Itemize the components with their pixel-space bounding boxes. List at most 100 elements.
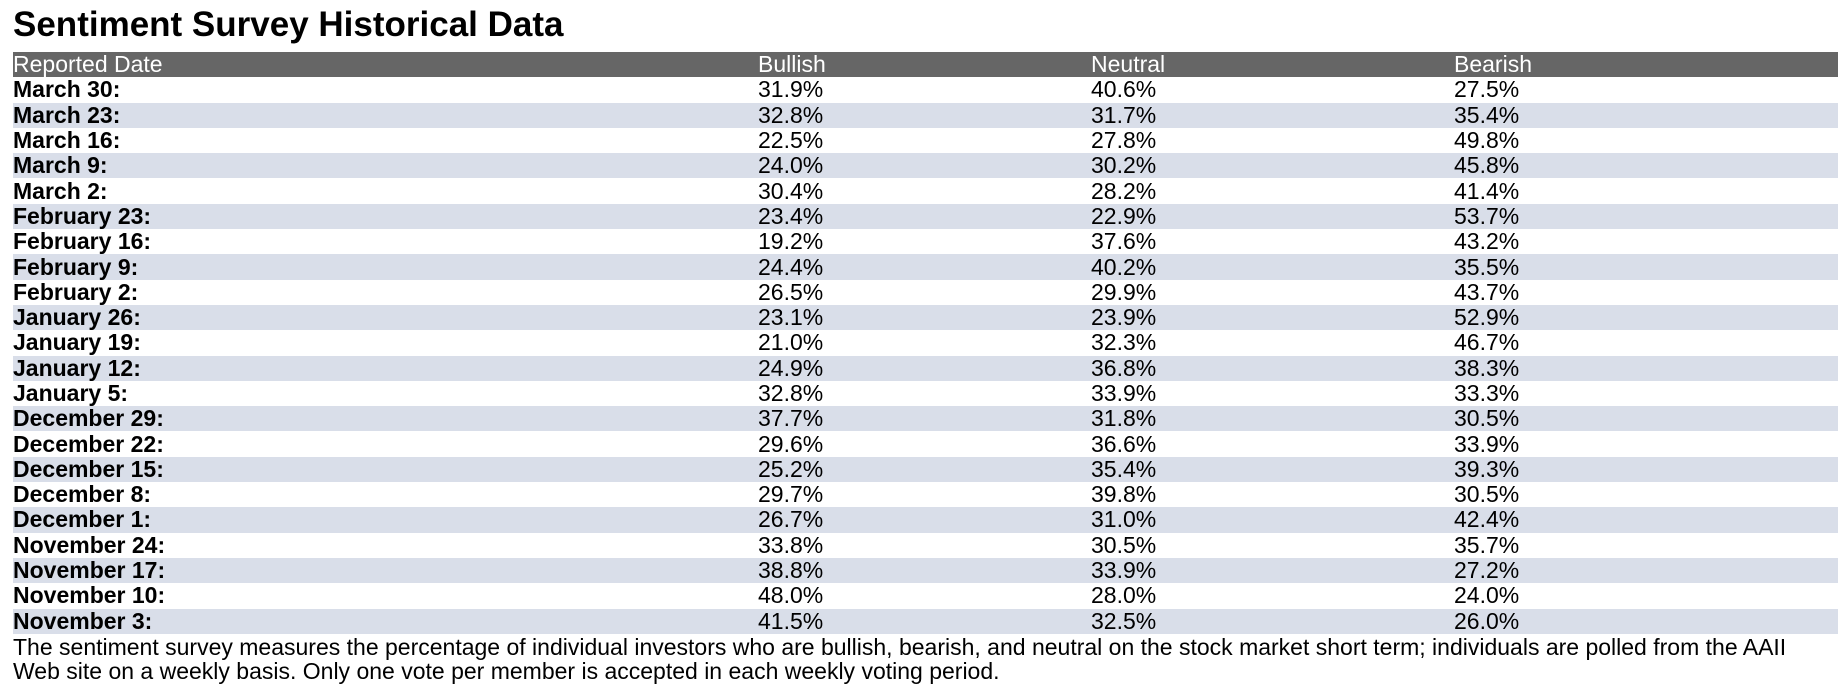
cell-bearish: 49.8% (1454, 127, 1838, 154)
cell-bullish: 38.8% (758, 557, 1091, 584)
cell-date: January 5: (13, 380, 758, 407)
cell-date: March 9: (13, 153, 758, 179)
cell-neutral: 36.8% (1091, 355, 1454, 381)
sentiment-table: Reported Date Bullish Neutral Bearish Ma… (13, 52, 1838, 634)
cell-bearish: 27.2% (1454, 557, 1838, 584)
cell-date: December 8: (13, 482, 758, 508)
table-row: December 15: 25.2% 35.4% 39.3% (13, 456, 1838, 483)
cell-neutral: 23.9% (1091, 304, 1454, 331)
header-bearish: Bearish (1454, 52, 1838, 78)
table-row: January 12: 24.9% 36.8% 38.3% (13, 355, 1838, 381)
cell-date: February 16: (13, 229, 758, 255)
cell-bullish: 24.9% (758, 355, 1091, 381)
cell-date: November 3: (13, 608, 758, 634)
table-row: February 16: 19.2% 37.6% 43.2% (13, 229, 1838, 255)
cell-bearish: 53.7% (1454, 203, 1838, 230)
table-row: March 30: 31.9% 40.6% 27.5% (13, 77, 1838, 103)
cell-date: November 24: (13, 532, 758, 558)
cell-bullish: 26.5% (758, 279, 1091, 305)
cell-bullish: 29.6% (758, 431, 1091, 457)
table-row: March 2: 30.4% 28.2% 41.4% (13, 178, 1838, 204)
cell-neutral: 22.9% (1091, 203, 1454, 230)
cell-bearish: 26.0% (1454, 608, 1838, 634)
table-row: March 23: 32.8% 31.7% 35.4% (13, 102, 1838, 128)
table-row: January 19: 21.0% 32.3% 46.7% (13, 330, 1838, 356)
cell-bullish: 23.4% (758, 203, 1091, 230)
cell-bearish: 35.4% (1454, 102, 1838, 128)
cell-neutral: 29.9% (1091, 279, 1454, 305)
cell-bearish: 24.0% (1454, 583, 1838, 609)
cell-bearish: 38.3% (1454, 355, 1838, 381)
cell-bearish: 30.5% (1454, 406, 1838, 432)
table-body: March 30: 31.9% 40.6% 27.5% March 23: 32.8% 31… (13, 77, 1838, 634)
cell-bullish: 37.7% (758, 406, 1091, 432)
cell-bullish: 48.0% (758, 583, 1091, 609)
cell-neutral: 30.2% (1091, 153, 1454, 179)
cell-bullish: 41.5% (758, 608, 1091, 634)
table-row: February 2: 26.5% 29.9% 43.7% (13, 279, 1838, 305)
table-row: March 9: 24.0% 30.2% 45.8% (13, 153, 1838, 179)
cell-date: December 29: (13, 406, 758, 432)
cell-date: February 23: (13, 203, 758, 230)
cell-neutral: 32.3% (1091, 330, 1454, 356)
cell-date: January 12: (13, 355, 758, 381)
cell-bullish: 19.2% (758, 229, 1091, 255)
cell-bullish: 31.9% (758, 77, 1091, 103)
cell-date: February 9: (13, 254, 758, 280)
cell-bullish: 29.7% (758, 482, 1091, 508)
table-row: December 29: 37.7% 31.8% 30.5% (13, 406, 1838, 432)
cell-date: February 2: (13, 279, 758, 305)
header-reported-date: Reported Date (13, 52, 758, 78)
header-bullish: Bullish (758, 52, 1091, 78)
cell-date: January 19: (13, 330, 758, 356)
cell-date: November 17: (13, 557, 758, 584)
cell-neutral: 27.8% (1091, 127, 1454, 154)
cell-bullish: 33.8% (758, 532, 1091, 558)
table-row: November 17: 38.8% 33.9% 27.2% (13, 557, 1838, 584)
table-row: December 8: 29.7% 39.8% 30.5% (13, 482, 1838, 508)
cell-bullish: 22.5% (758, 127, 1091, 154)
cell-bullish: 25.2% (758, 456, 1091, 483)
cell-neutral: 37.6% (1091, 229, 1454, 255)
cell-bearish: 33.3% (1454, 380, 1838, 407)
cell-bearish: 43.2% (1454, 229, 1838, 255)
table-row: December 1: 26.7% 31.0% 42.4% (13, 507, 1838, 533)
cell-bearish: 52.9% (1454, 304, 1838, 331)
cell-neutral: 40.2% (1091, 254, 1454, 280)
survey-footnote: The sentiment survey measures the percen… (13, 633, 1787, 684)
table-row: February 9: 24.4% 40.2% 35.5% (13, 254, 1838, 280)
cell-bullish: 24.0% (758, 153, 1091, 179)
table-header-row: Reported Date Bullish Neutral Bearish (13, 52, 1838, 78)
cell-neutral: 40.6% (1091, 77, 1454, 103)
header-neutral: Neutral (1091, 52, 1454, 78)
cell-bearish: 39.3% (1454, 456, 1838, 483)
cell-date: March 2: (13, 178, 758, 204)
cell-bearish: 42.4% (1454, 507, 1838, 533)
cell-bearish: 41.4% (1454, 178, 1838, 204)
cell-neutral: 31.7% (1091, 102, 1454, 128)
cell-date: November 10: (13, 583, 758, 609)
table-row: March 16: 22.5% 27.8% 49.8% (13, 127, 1838, 154)
table-row: November 24: 33.8% 30.5% 35.7% (13, 532, 1838, 558)
cell-bearish: 33.9% (1454, 431, 1838, 457)
cell-neutral: 31.8% (1091, 406, 1454, 432)
cell-date: December 22: (13, 431, 758, 457)
cell-bullish: 32.8% (758, 102, 1091, 128)
cell-bullish: 23.1% (758, 304, 1091, 331)
cell-bullish: 30.4% (758, 178, 1091, 204)
cell-bearish: 35.7% (1454, 532, 1838, 558)
page-content: Sentiment Survey Historical Data Reporte… (13, 0, 1838, 683)
cell-bullish: 24.4% (758, 254, 1091, 280)
table-row: February 23: 23.4% 22.9% 53.7% (13, 203, 1838, 230)
cell-date: January 26: (13, 304, 758, 331)
table-row: November 10: 48.0% 28.0% 24.0% (13, 583, 1838, 609)
cell-bearish: 35.5% (1454, 254, 1838, 280)
cell-neutral: 39.8% (1091, 482, 1454, 508)
cell-neutral: 35.4% (1091, 456, 1454, 483)
cell-bearish: 46.7% (1454, 330, 1838, 356)
cell-bearish: 43.7% (1454, 279, 1838, 305)
cell-neutral: 28.2% (1091, 178, 1454, 204)
cell-neutral: 33.9% (1091, 557, 1454, 584)
cell-neutral: 31.0% (1091, 507, 1454, 533)
cell-date: March 30: (13, 77, 758, 103)
